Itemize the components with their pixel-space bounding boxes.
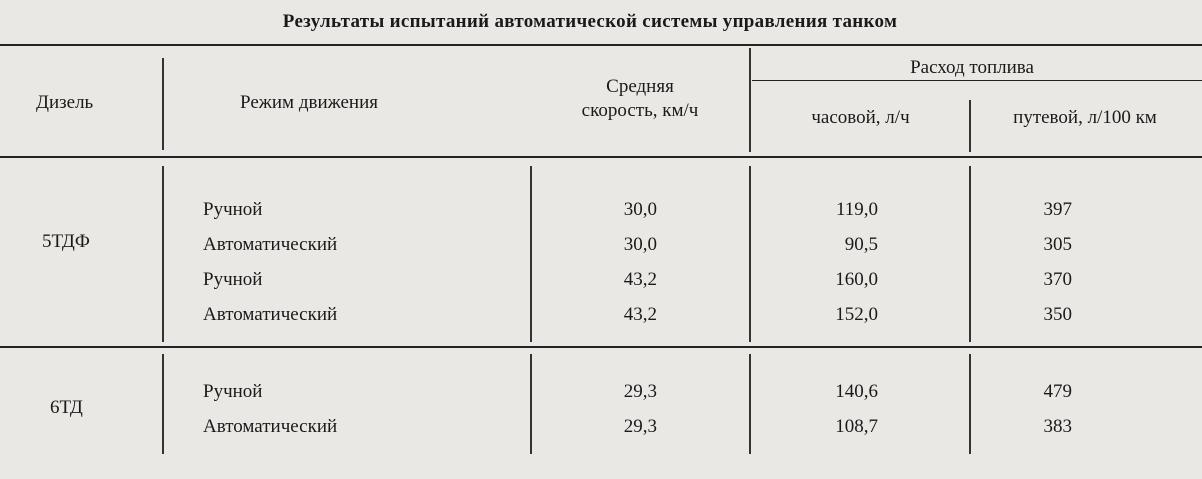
header-bottom-rule (0, 156, 1202, 158)
header-mode: Режим движения (240, 92, 379, 113)
hourly-cell: 90,5 (844, 234, 878, 255)
column-divider (749, 354, 751, 454)
speed-cell: 29,3 (623, 381, 657, 402)
header-speed-1: Средняя (606, 76, 674, 97)
per-distance-cell: 370 (1043, 269, 1073, 290)
speed-cell: 29,3 (623, 416, 657, 437)
column-divider (162, 354, 164, 454)
diesel-label: 5ТДФ (42, 231, 90, 252)
hourly-cell: 160,0 (835, 269, 878, 290)
per-distance-cell: 350 (1043, 304, 1073, 325)
column-divider (162, 58, 164, 150)
mode-cell: Автоматический (203, 416, 338, 437)
column-divider (969, 166, 971, 342)
header-hourly: часовой, л/ч (811, 107, 910, 128)
header-fuel: Расход топлива (910, 57, 1034, 78)
hourly-cell: 140,6 (835, 381, 878, 402)
hourly-cell: 152,0 (835, 304, 878, 325)
column-divider (749, 166, 751, 342)
mode-cell: Автоматический (203, 304, 338, 325)
hourly-cell: 119,0 (835, 199, 878, 220)
per-distance-cell: 479 (1043, 381, 1073, 402)
column-divider (969, 100, 971, 152)
per-distance-cell: 383 (1043, 416, 1073, 437)
column-divider (162, 166, 164, 342)
speed-cell: 30,0 (623, 199, 657, 220)
per-distance-cell: 397 (1043, 199, 1073, 220)
header-diesel: Дизель (36, 92, 94, 113)
speed-cell: 43,2 (623, 304, 657, 325)
speed-cell: 43,2 (623, 269, 657, 290)
top-rule (0, 44, 1202, 46)
mode-cell: Ручной (203, 381, 263, 402)
header-per-distance: путевой, л/100 км (1013, 107, 1157, 128)
column-divider (969, 354, 971, 454)
column-divider (530, 166, 532, 342)
per-distance-cell: 305 (1043, 234, 1073, 255)
table-title: Результаты испытаний автоматической сист… (282, 11, 898, 32)
mode-cell: Автоматический (203, 234, 338, 255)
mode-cell: Ручной (203, 199, 263, 220)
diesel-label: 6ТД (50, 397, 83, 418)
speed-cell: 30,0 (623, 234, 657, 255)
hourly-cell: 108,7 (835, 416, 878, 437)
fuel-subheader-rule (752, 80, 1202, 81)
header-speed-2: скорость, км/ч (581, 100, 699, 121)
column-divider (749, 48, 751, 152)
group-separator-rule (0, 346, 1202, 348)
mode-cell: Ручной (203, 269, 263, 290)
column-divider (530, 354, 532, 454)
